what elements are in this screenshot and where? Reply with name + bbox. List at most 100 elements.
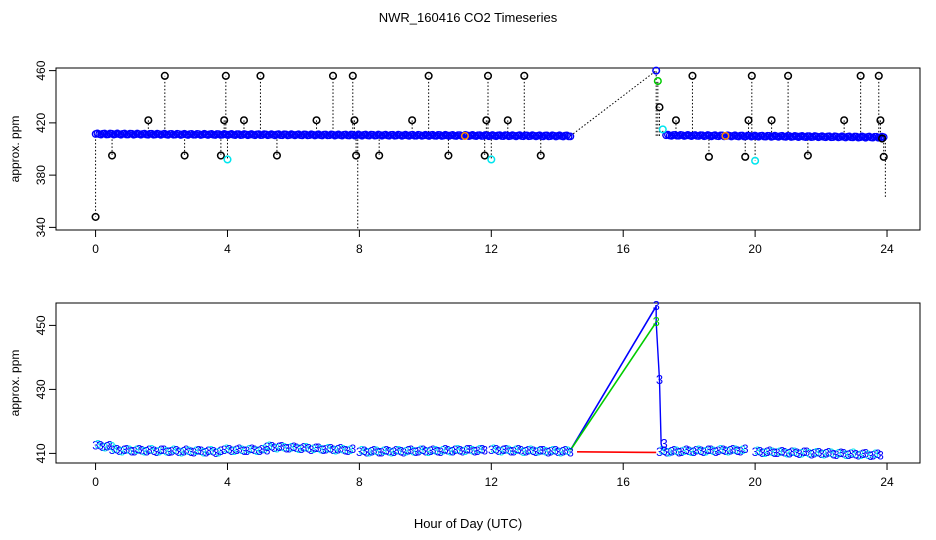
spike-point	[328, 71, 338, 80]
series-marker: 3	[457, 443, 464, 457]
series-marker: 3	[291, 440, 298, 454]
series-marker: 3	[422, 445, 429, 459]
spike-point	[483, 71, 493, 80]
series-line-red	[577, 451, 657, 454]
series-marker: 3	[218, 444, 225, 458]
spike-point	[312, 116, 321, 125]
spike-point	[536, 151, 545, 160]
spike-point	[840, 116, 849, 125]
series-marker: 3	[233, 443, 240, 457]
series-marker: 3	[865, 448, 872, 462]
spike-point	[256, 71, 265, 80]
series-marker: 3	[124, 442, 131, 456]
series-marker: 3	[537, 443, 544, 457]
series-marker: 3	[683, 443, 690, 457]
series-marker: 3	[363, 445, 370, 459]
spike-point	[704, 152, 713, 161]
y-axis-label: approx. ppm	[8, 350, 22, 417]
series-marker: 3	[520, 445, 527, 459]
series-marker: 3	[532, 445, 539, 459]
series-marker: 3	[555, 445, 562, 459]
series-marker: 3	[190, 445, 197, 459]
series-marker: 3	[114, 443, 121, 457]
x-tick-label: 8	[356, 242, 363, 256]
series-marker: 3	[523, 445, 530, 459]
series-marker: 3	[698, 444, 705, 458]
chart-title: NWR_160416 CO2 Timeseries	[379, 10, 558, 25]
series-marker: 3	[119, 444, 126, 458]
series-marker: 3	[305, 442, 312, 456]
series-marker: 3	[390, 445, 397, 459]
series-marker: 3	[246, 443, 253, 457]
series-marker: 3	[281, 440, 288, 454]
series-marker: 3	[325, 441, 332, 455]
series-marker: 3	[425, 445, 432, 459]
series-marker: 3	[476, 442, 483, 456]
series-marker: 3	[315, 441, 322, 455]
series-marker: 3	[261, 442, 268, 456]
x-tick-label: 24	[880, 475, 894, 489]
series-marker: 3	[427, 444, 434, 458]
series-marker: 3	[420, 443, 427, 457]
series-marker: 3	[269, 440, 276, 454]
series-marker: 3	[855, 448, 862, 462]
series-marker: 3	[720, 443, 727, 457]
series-marker: 3	[703, 444, 710, 458]
series-marker: 3	[313, 441, 320, 455]
series-marker: 3	[862, 447, 869, 461]
series-marker: 3	[737, 444, 744, 458]
series-marker: 3	[518, 444, 525, 458]
series-marker: 3	[495, 444, 502, 458]
spike-point	[721, 131, 730, 140]
series-marker: 3	[146, 443, 153, 457]
spike-point	[671, 116, 681, 125]
y-tick-label: 460	[34, 60, 48, 80]
series-marker: 3	[823, 447, 830, 461]
series-marker: 3	[690, 445, 697, 459]
spike-point	[350, 116, 359, 125]
series-marker: 3	[776, 445, 783, 459]
series-marker: 3	[727, 443, 734, 457]
series-marker: 3	[742, 442, 749, 456]
series-marker: 3	[860, 447, 867, 461]
series-marker: 3	[472, 444, 479, 458]
series-marker: 3	[525, 443, 532, 457]
series-line-green	[569, 321, 657, 451]
spike-point	[352, 151, 361, 160]
series-marker: 3	[781, 445, 788, 459]
x-tick-label: 12	[485, 475, 499, 489]
series-marker: 3	[663, 445, 670, 459]
spike-point	[272, 151, 281, 160]
series-marker: 3	[440, 443, 447, 457]
spike-point	[444, 151, 453, 160]
spike-point	[653, 77, 662, 86]
series-marker: 3	[673, 444, 680, 458]
series-marker: 3	[661, 444, 668, 458]
series-marker: 3	[545, 445, 552, 459]
series-marker: 3	[373, 444, 380, 458]
series-marker: 3	[126, 443, 133, 457]
x-tick-label: 0	[92, 242, 99, 256]
series-marker: 3	[163, 444, 170, 458]
spike-point	[744, 116, 753, 125]
series-marker: 3	[104, 439, 111, 453]
x-tick-label: 12	[485, 242, 499, 256]
series-marker: 3	[840, 447, 847, 461]
series-marker: 3	[151, 444, 158, 458]
spike-point	[856, 71, 865, 80]
series-marker: 3	[208, 444, 215, 458]
spike-point	[91, 212, 100, 221]
series-marker: 3	[875, 447, 882, 461]
y-tick-label: 380	[34, 165, 48, 185]
series-marker: 3	[178, 445, 185, 459]
series-marker: 3	[671, 443, 678, 457]
spike-point	[658, 125, 667, 134]
spike-point	[652, 66, 661, 75]
spike-point	[144, 116, 153, 125]
spike-point	[655, 103, 664, 112]
series-marker: 3	[722, 444, 729, 458]
series-marker: 3	[410, 444, 417, 458]
series-marker: 3	[381, 444, 388, 458]
series-marker: 3	[97, 438, 104, 452]
